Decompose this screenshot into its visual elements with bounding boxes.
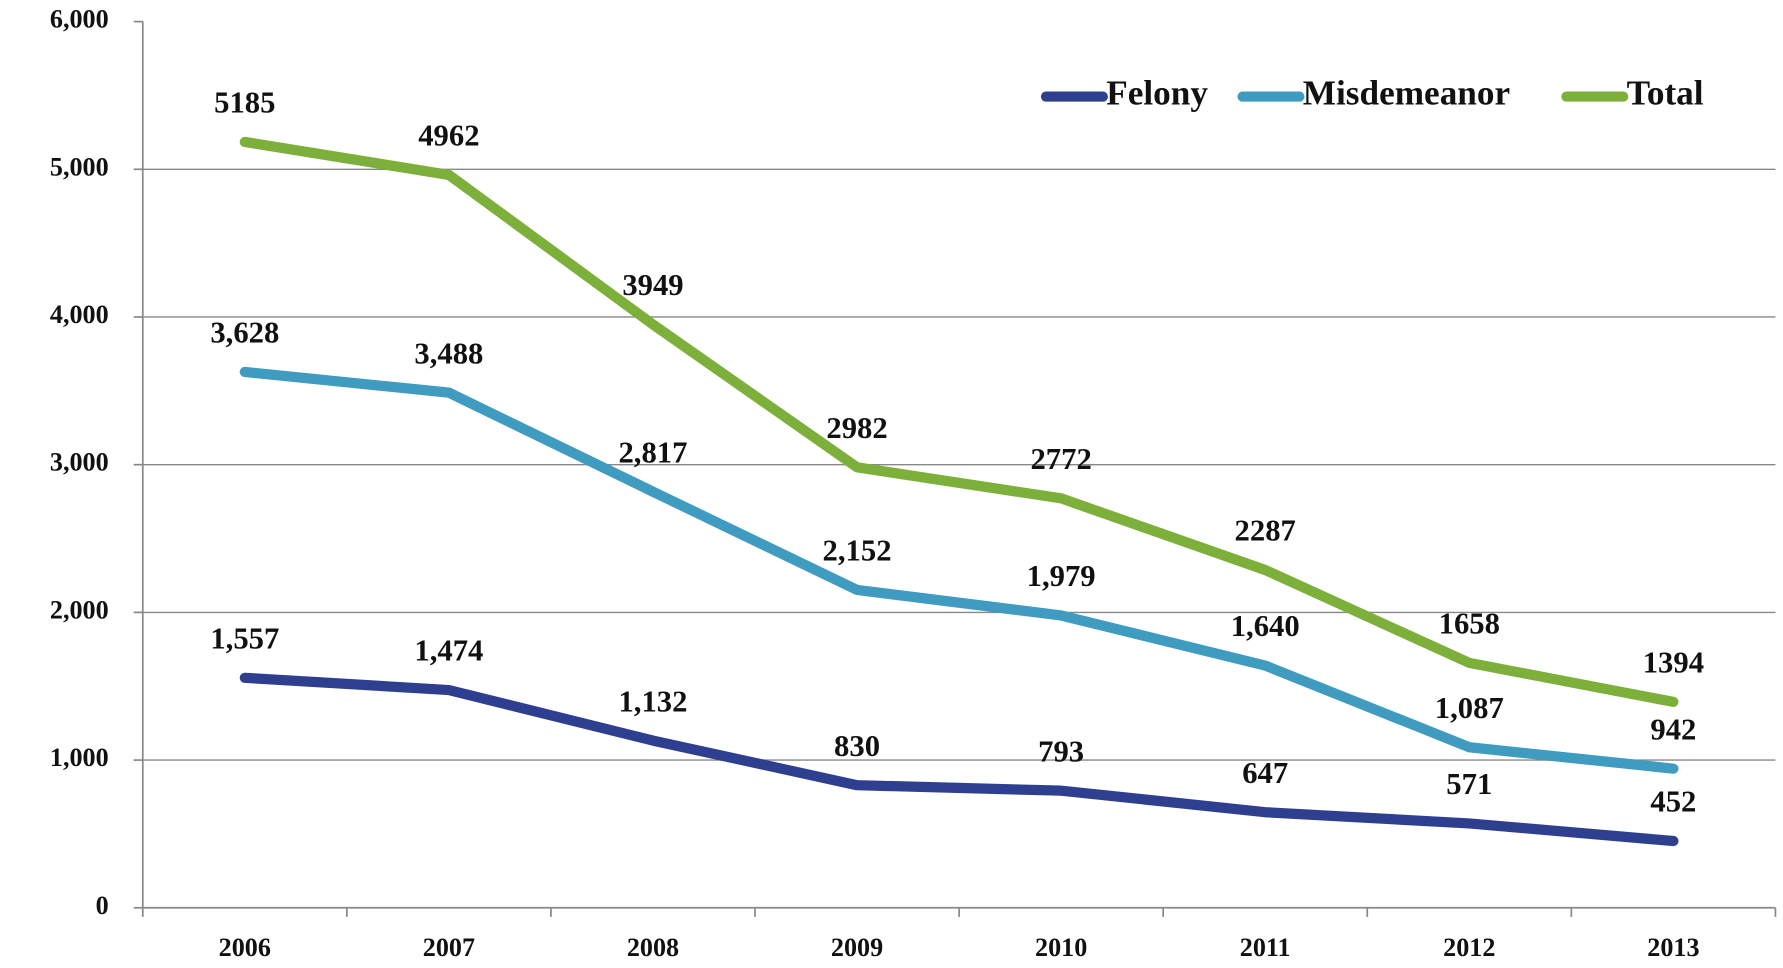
y-tick-label: 3,000 <box>50 448 109 477</box>
data-label: 3949 <box>622 268 683 302</box>
line-series <box>239 366 1679 774</box>
x-tick-label: 2009 <box>831 933 883 962</box>
data-label: 830 <box>834 729 880 763</box>
line-series <box>239 672 1679 847</box>
data-label: 2287 <box>1235 514 1296 548</box>
y-tick-label: 6,000 <box>50 5 109 34</box>
x-tick-label: 2007 <box>423 933 475 962</box>
data-label: 452 <box>1650 785 1696 819</box>
y-tick-label: 2,000 <box>50 595 109 624</box>
legend-label: Felony <box>1106 74 1208 113</box>
x-tick-label: 2010 <box>1035 933 1087 962</box>
data-label: 793 <box>1038 734 1084 768</box>
data-label: 2,817 <box>618 435 687 469</box>
data-label: 571 <box>1446 767 1492 801</box>
y-tick-label: 4,000 <box>50 300 109 329</box>
x-tick-label: 2012 <box>1443 933 1495 962</box>
data-label: 1394 <box>1643 646 1704 680</box>
y-tick-label: 1,000 <box>50 743 109 772</box>
data-label: 4962 <box>418 119 479 153</box>
data-label: 1,132 <box>618 684 687 718</box>
x-tick-label: 2008 <box>627 933 679 962</box>
data-label: 1,640 <box>1231 609 1300 643</box>
data-label: 1,474 <box>414 634 483 668</box>
data-label: 3,488 <box>414 336 483 370</box>
data-label: 647 <box>1242 756 1288 790</box>
data-label: 2772 <box>1030 442 1091 476</box>
data-label: 3,628 <box>210 316 279 350</box>
data-label: 2982 <box>826 411 887 445</box>
data-label: 1658 <box>1439 607 1500 641</box>
legend-label: Total <box>1627 74 1704 113</box>
data-label: 1,557 <box>210 621 279 655</box>
y-tick-label: 0 <box>96 891 109 920</box>
data-label: 942 <box>1650 712 1696 746</box>
y-tick-label: 5,000 <box>50 152 109 181</box>
data-label: 1,087 <box>1435 691 1504 725</box>
line-series <box>239 136 1679 708</box>
data-label: 2,152 <box>823 534 892 568</box>
x-tick-label: 2006 <box>219 933 271 962</box>
x-tick-label: 2011 <box>1240 933 1291 962</box>
legend-label: Misdemeanor <box>1303 74 1510 113</box>
data-label: 5185 <box>214 86 275 120</box>
x-tick-label: 2013 <box>1647 933 1699 962</box>
data-label: 1,979 <box>1027 559 1096 593</box>
